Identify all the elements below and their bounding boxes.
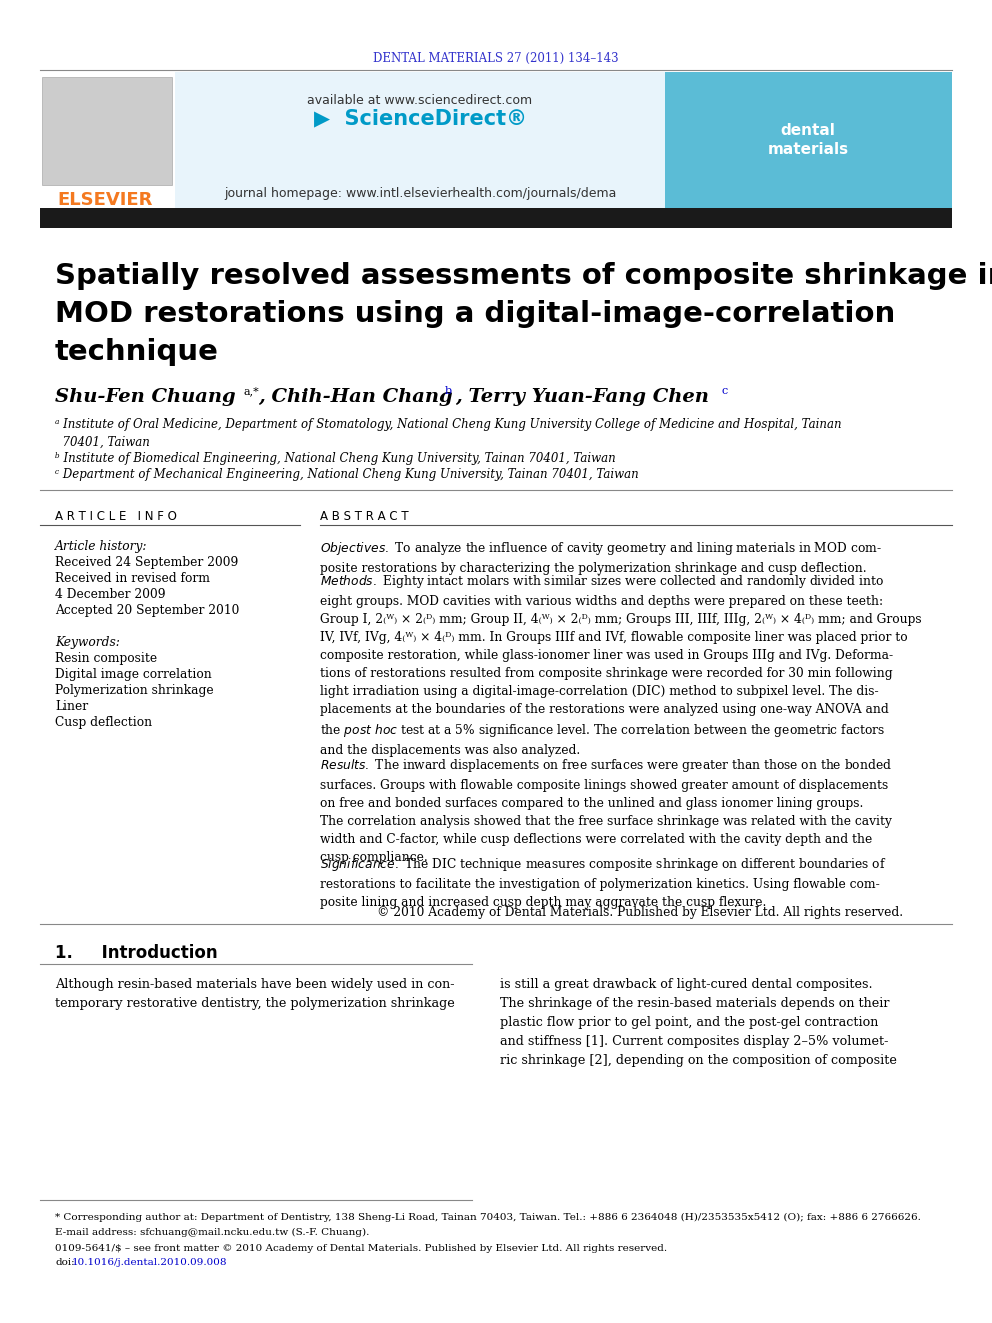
Text: Digital image correlation: Digital image correlation [55, 668, 211, 681]
Text: $\it{Objectives.}$ To analyze the influence of cavity geometry and lining materi: $\it{Objectives.}$ To analyze the influe… [320, 540, 882, 576]
Text: Article history:: Article history: [55, 540, 148, 553]
Text: 1.     Introduction: 1. Introduction [55, 945, 217, 962]
Text: Keywords:: Keywords: [55, 636, 120, 650]
Text: Spatially resolved assessments of composite shrinkage in
MOD restorations using : Spatially resolved assessments of compos… [55, 262, 992, 365]
Text: dental
materials: dental materials [768, 123, 848, 157]
Text: 10.1016/j.dental.2010.09.008: 10.1016/j.dental.2010.09.008 [72, 1258, 227, 1267]
Text: * Corresponding author at: Department of Dentistry, 138 Sheng-Li Road, Tainan 70: * Corresponding author at: Department of… [55, 1213, 921, 1222]
Text: doi:: doi: [55, 1258, 74, 1267]
Text: DENTAL MATERIALS 27 (2011) 134–143: DENTAL MATERIALS 27 (2011) 134–143 [373, 52, 619, 65]
Text: $\it{Results.}$ The inward displacements on free surfaces were greater than thos: $\it{Results.}$ The inward displacements… [320, 757, 892, 864]
Bar [40, 208, 952, 228]
Text: Accepted 20 September 2010: Accepted 20 September 2010 [55, 605, 239, 617]
Text: Cusp deflection: Cusp deflection [55, 716, 152, 729]
Text: ▶  ScienceDirect®: ▶ ScienceDirect® [313, 108, 527, 128]
Bar [665, 71, 952, 216]
Text: ᵃ Institute of Oral Medicine, Department of Stomatology, National Cheng Kung Uni: ᵃ Institute of Oral Medicine, Department… [55, 418, 841, 448]
Text: $\it{Significance.}$ The DIC technique measures composite shrinkage on different: $\it{Significance.}$ The DIC technique m… [320, 856, 887, 909]
Text: A R T I C L E   I N F O: A R T I C L E I N F O [55, 509, 177, 523]
Text: © 2010 Academy of Dental Materials. Published by Elsevier Ltd. All rights reserv: © 2010 Academy of Dental Materials. Publ… [377, 906, 903, 919]
Text: b: b [445, 386, 452, 396]
Text: 4 December 2009: 4 December 2009 [55, 587, 166, 601]
Text: 0109-5641/$ – see front matter © 2010 Academy of Dental Materials. Published by : 0109-5641/$ – see front matter © 2010 Ac… [55, 1244, 668, 1253]
Text: Received 24 September 2009: Received 24 September 2009 [55, 556, 238, 569]
Text: Received in revised form: Received in revised form [55, 572, 210, 585]
Text: is still a great drawback of light-cured dental composites.
The shrinkage of the: is still a great drawback of light-cured… [500, 978, 897, 1068]
Text: Liner: Liner [55, 700, 88, 713]
Bar [42, 77, 172, 185]
Text: ELSEVIER: ELSEVIER [58, 191, 153, 209]
Text: a,*: a,* [243, 386, 259, 396]
Text: ᵇ Institute of Biomedical Engineering, National Cheng Kung University, Tainan 70: ᵇ Institute of Biomedical Engineering, N… [55, 452, 616, 464]
Text: available at www.sciencedirect.com: available at www.sciencedirect.com [308, 94, 533, 106]
Text: Shu-Fen Chuang: Shu-Fen Chuang [55, 388, 236, 406]
Text: Resin composite: Resin composite [55, 652, 157, 665]
Text: $\it{Methods.}$ Eighty intact molars with similar sizes were collected and rando: $\it{Methods.}$ Eighty intact molars wit… [320, 573, 922, 757]
Text: c: c [722, 386, 728, 396]
Bar [175, 71, 665, 216]
Text: E-mail address: sfchuang@mail.ncku.edu.tw (S.-F. Chuang).: E-mail address: sfchuang@mail.ncku.edu.t… [55, 1228, 369, 1237]
Text: , Chih-Han Chang: , Chih-Han Chang [258, 388, 452, 406]
Text: Polymerization shrinkage: Polymerization shrinkage [55, 684, 213, 697]
Text: A B S T R A C T: A B S T R A C T [320, 509, 409, 523]
Text: Although resin-based materials have been widely used in con-
temporary restorati: Although resin-based materials have been… [55, 978, 454, 1009]
Bar [40, 71, 175, 216]
Text: journal homepage: www.intl.elsevierhealth.com/journals/dema: journal homepage: www.intl.elsevierhealt… [224, 187, 616, 200]
Text: ᶜ Department of Mechanical Engineering, National Cheng Kung University, Tainan 7: ᶜ Department of Mechanical Engineering, … [55, 468, 639, 482]
Text: , Terry Yuan-Fang Chen: , Terry Yuan-Fang Chen [455, 388, 709, 406]
